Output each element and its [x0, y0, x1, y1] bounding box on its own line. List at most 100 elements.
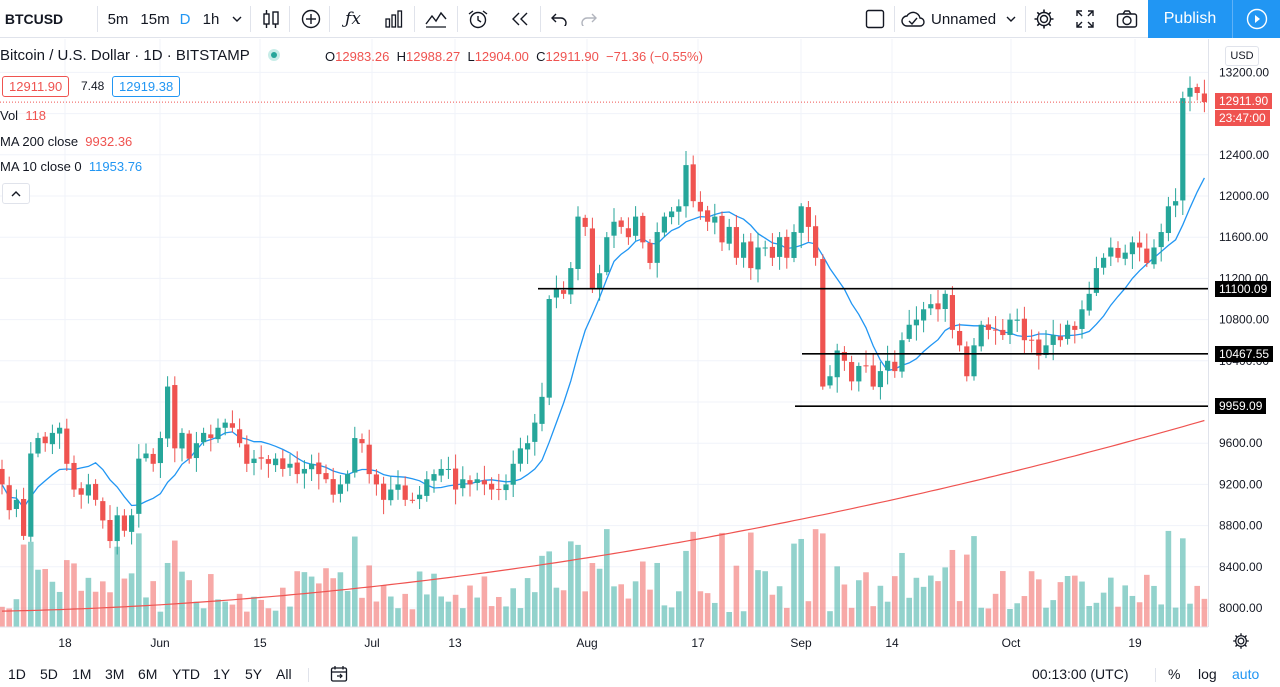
- candle-body: [1065, 324, 1071, 339]
- candle-body: [892, 361, 898, 372]
- candle-body: [942, 293, 948, 310]
- sell-price-button[interactable]: 12911.90: [2, 76, 70, 97]
- candle-body: [121, 515, 127, 531]
- templates-icon[interactable]: [422, 0, 450, 38]
- volume-bar: [1036, 579, 1042, 627]
- volume-bar: [524, 578, 531, 627]
- alert-clock-icon[interactable]: [464, 0, 492, 38]
- indicators-fx-icon[interactable]: ƒx: [345, 9, 361, 29]
- interval-1h[interactable]: 1h: [202, 10, 220, 28]
- layout-menu[interactable]: Unnamed: [900, 0, 1020, 38]
- ma10-label: MA 10 close 0: [0, 159, 82, 174]
- price-scale[interactable]: [1208, 39, 1280, 627]
- redo-icon[interactable]: [576, 0, 602, 38]
- replay-rewind-icon[interactable]: [506, 0, 534, 38]
- volume-bar: [582, 591, 588, 627]
- gear-icon[interactable]: [1030, 0, 1058, 38]
- volume-bar: [928, 575, 934, 627]
- fullscreen-icon[interactable]: [1071, 0, 1099, 38]
- volume-bar: [0, 606, 5, 627]
- candle-body: [769, 246, 775, 258]
- utc-clock[interactable]: 00:13:00 (UTC): [1032, 666, 1129, 682]
- candles-icon[interactable]: [258, 0, 284, 38]
- select-box-icon[interactable]: [862, 0, 888, 38]
- time-tick-label: 17: [691, 636, 705, 650]
- publish-button[interactable]: Publish: [1148, 0, 1232, 38]
- range-1d[interactable]: 1D: [8, 666, 26, 682]
- buy-price-button[interactable]: 12919.38: [112, 76, 181, 97]
- candle-body: [726, 226, 732, 244]
- range-all[interactable]: All: [276, 666, 292, 682]
- horizontal-lines[interactable]: [538, 287, 1208, 408]
- volume-bar: [949, 549, 956, 627]
- go-to-date-calendar-icon[interactable]: [330, 665, 348, 686]
- candle-body: [71, 462, 77, 490]
- undo-icon[interactable]: [546, 0, 572, 38]
- candle-body: [273, 458, 279, 466]
- volume-bar: [28, 541, 34, 627]
- range-3m[interactable]: 3M: [105, 666, 125, 682]
- volume-bar: [64, 560, 70, 627]
- candle-body: [64, 428, 70, 464]
- volume-bar: [776, 586, 783, 627]
- log-scale-toggle[interactable]: log: [1198, 666, 1217, 682]
- ohlc-values: O12983.26 H12988.27 L12904.00 C12911.90 …: [325, 49, 703, 64]
- percent-scale-toggle[interactable]: %: [1168, 666, 1181, 682]
- range-6m[interactable]: 6M: [138, 666, 158, 682]
- ma200-legend[interactable]: MA 200 close 9932.36: [0, 134, 132, 149]
- scale-settings-gear-icon[interactable]: [1232, 632, 1250, 655]
- candle-body: [114, 515, 120, 542]
- volume-bar: [762, 571, 768, 627]
- price-scale-ticks[interactable]: 13200.0012400.0012000.0011600.0011200.00…: [1219, 65, 1269, 615]
- high-label: H: [396, 49, 406, 64]
- volume-legend[interactable]: Vol 118: [0, 108, 46, 123]
- interval-15m[interactable]: 15m: [140, 10, 170, 28]
- volume-bar: [431, 573, 437, 627]
- toolbar-divider: [97, 6, 98, 32]
- candle-body: [625, 228, 631, 238]
- candle-body: [921, 309, 927, 321]
- candle-body: [762, 247, 768, 249]
- camera-icon[interactable]: [1113, 0, 1141, 38]
- auto-scale-toggle[interactable]: auto: [1232, 666, 1260, 682]
- replay-play-button[interactable]: [1232, 0, 1280, 38]
- range-1y[interactable]: 1Y: [213, 666, 231, 682]
- volume-bar: [899, 552, 905, 627]
- volume-bar: [107, 592, 113, 627]
- time-tick-label: Oct: [1002, 636, 1021, 650]
- range-5y[interactable]: 5Y: [245, 666, 263, 682]
- ma200-path: [1, 419, 1205, 612]
- volume-bar: [1000, 571, 1006, 627]
- volume-bar: [985, 608, 992, 627]
- volume-bar: [625, 598, 632, 627]
- volume-bar: [978, 607, 984, 627]
- volume-bar: [1072, 575, 1078, 627]
- candle-body: [705, 210, 711, 222]
- candle-body: [863, 365, 869, 367]
- ma10-legend[interactable]: MA 10 close 0 11953.76: [0, 159, 142, 174]
- candle-body: [1101, 257, 1107, 268]
- financials-bars-icon[interactable]: [381, 0, 407, 38]
- collapse-legend-button[interactable]: [2, 183, 30, 204]
- chevron-down-icon[interactable]: [229, 0, 245, 38]
- toolbar-divider: [457, 6, 458, 32]
- time-axis[interactable]: 18 Jun 15 Jul 13 Aug 17 Sep 14 Oct 19: [0, 626, 1208, 650]
- volume-bar: [114, 546, 120, 627]
- volume-bar: [884, 601, 891, 627]
- range-ytd[interactable]: YTD: [172, 666, 200, 682]
- volume-bar: [1050, 600, 1056, 627]
- range-1m[interactable]: 1M: [72, 666, 92, 682]
- range-5d[interactable]: 5D: [40, 666, 58, 682]
- symbol-search[interactable]: BTCUSD: [4, 11, 64, 27]
- compare-add-icon[interactable]: [298, 0, 324, 38]
- candle-body: [964, 346, 970, 377]
- volume-bar: [236, 593, 243, 627]
- candle-body: [258, 457, 264, 459]
- currency-label[interactable]: USD: [1225, 46, 1259, 66]
- interval-5m[interactable]: 5m: [107, 10, 129, 28]
- candle-body: [287, 463, 293, 468]
- interval-d[interactable]: D: [179, 10, 191, 28]
- volume-bar: [287, 606, 293, 627]
- toolbar-divider: [414, 6, 415, 32]
